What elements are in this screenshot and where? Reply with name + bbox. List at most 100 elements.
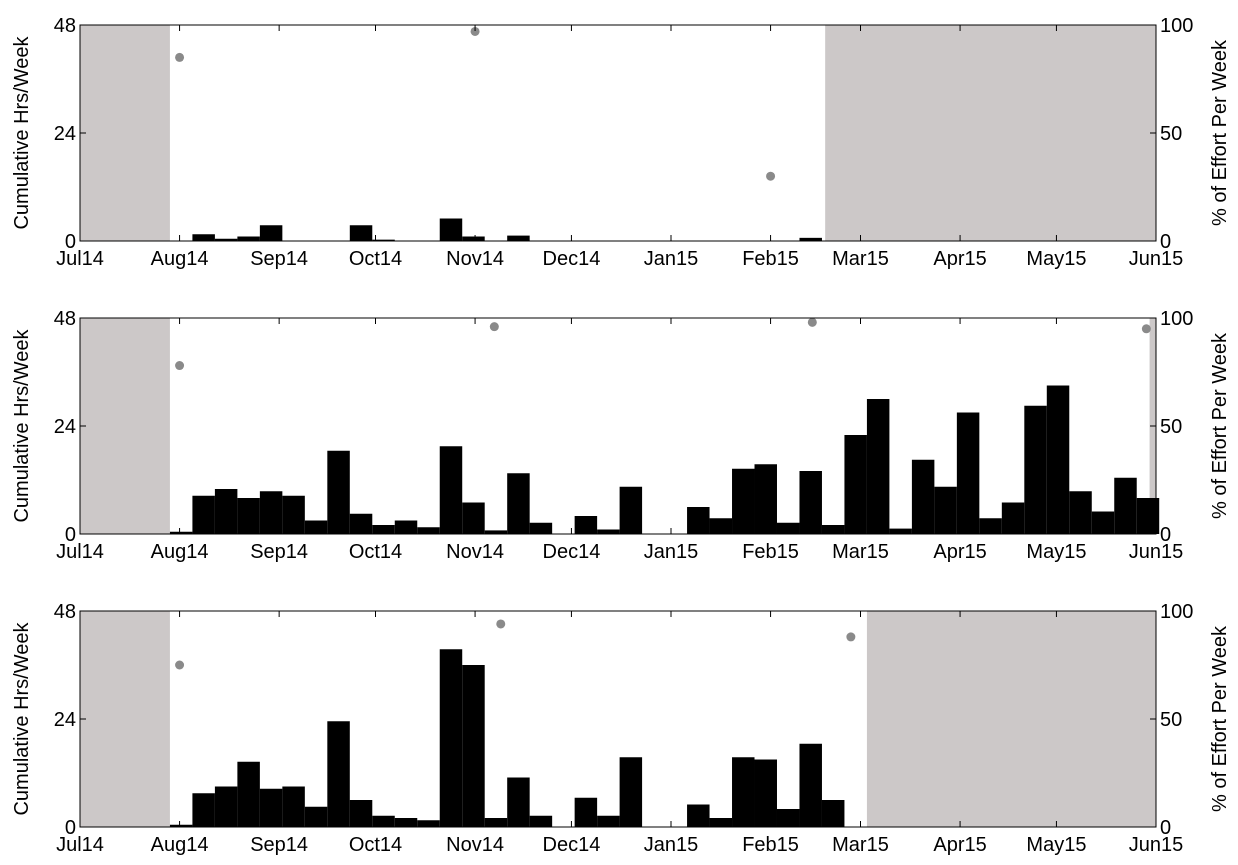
bar	[1024, 405, 1047, 534]
x-tick-label: Aug14	[151, 541, 209, 563]
effort-point	[470, 26, 480, 36]
bar	[462, 236, 485, 241]
bar	[754, 759, 777, 827]
bar	[574, 516, 598, 534]
y-axis-label-left: Cumulative Hrs/Week	[11, 621, 33, 815]
bar	[214, 489, 238, 534]
x-tick-label: Dec14	[543, 834, 601, 856]
bar	[372, 525, 395, 534]
bar	[911, 459, 935, 534]
bar	[934, 486, 957, 534]
x-tick-label: Oct14	[349, 248, 402, 270]
y-tick-label-left: 24	[54, 123, 76, 145]
bar	[529, 522, 553, 534]
bar	[687, 804, 710, 827]
bar	[1091, 511, 1115, 534]
bar	[417, 820, 440, 827]
x-tick-label: Dec14	[543, 248, 601, 270]
bar	[844, 435, 867, 534]
y-tick-label-left: 0	[65, 231, 76, 253]
y-tick-label-right: 100	[1160, 308, 1193, 330]
bar	[462, 502, 485, 534]
bar	[372, 815, 395, 827]
x-tick-label: Mar15	[832, 541, 889, 563]
x-tick-label: Sep14	[250, 541, 308, 563]
effort-point	[175, 361, 185, 371]
x-tick-label: Mar15	[832, 834, 889, 856]
bar	[799, 237, 822, 241]
bar	[417, 527, 440, 534]
no-effort-shade	[80, 25, 170, 241]
bar	[237, 498, 260, 534]
y-tick-label-left: 48	[54, 601, 76, 623]
bar	[372, 239, 395, 241]
x-tick-label: Nov14	[446, 834, 504, 856]
bar	[1136, 498, 1160, 534]
bar	[327, 721, 350, 827]
y-tick-label-right: 50	[1160, 416, 1182, 438]
x-tick-label: Jul14	[56, 834, 104, 856]
bar	[192, 495, 215, 534]
x-tick-label: Feb15	[742, 541, 799, 563]
effort-point	[846, 632, 856, 642]
bar	[192, 793, 215, 827]
x-tick-label: Mar15	[832, 248, 889, 270]
bar	[507, 777, 530, 827]
y-tick-label-right: 50	[1160, 123, 1182, 145]
y-tick-label-right: 100	[1160, 601, 1193, 623]
bar	[327, 450, 350, 534]
bar	[462, 665, 485, 827]
y-tick-label-left: 24	[54, 416, 76, 438]
y-tick-label-left: 0	[65, 817, 76, 839]
bar	[259, 491, 283, 534]
bar	[507, 473, 530, 534]
x-tick-label: Jul14	[56, 248, 104, 270]
bar	[192, 234, 215, 241]
bar	[349, 800, 373, 827]
bar	[687, 507, 710, 534]
effort-point	[175, 660, 185, 670]
x-tick-label: Jun15	[1129, 248, 1184, 270]
bar	[439, 446, 463, 534]
x-tick-label: Aug14	[151, 248, 209, 270]
effort-point	[1141, 324, 1151, 334]
y-tick-label-right: 0	[1160, 817, 1171, 839]
bar	[259, 788, 283, 827]
bar	[574, 797, 598, 827]
bar	[821, 800, 845, 827]
x-tick-label: Jan15	[644, 248, 699, 270]
bar	[754, 464, 777, 534]
y-tick-label-right: 50	[1160, 709, 1182, 731]
x-tick-label: Jul14	[56, 541, 104, 563]
no-effort-shade	[825, 25, 1156, 241]
panel-2: Jul14 Aug14 Sep14 Oct14 Nov14 Dec14 Jan15 Feb15…	[11, 308, 1231, 563]
bar	[304, 806, 328, 827]
bar	[349, 513, 373, 534]
x-tick-label: Oct14	[349, 834, 402, 856]
y-tick-label-right: 0	[1160, 231, 1171, 253]
bar	[1114, 477, 1137, 534]
bar	[394, 520, 418, 534]
y-axis-label-right: % of Effort Per Week	[1209, 625, 1231, 812]
bar	[259, 225, 283, 241]
effort-point	[807, 317, 817, 327]
y-axis-label-left: Cumulative Hrs/Week	[11, 35, 33, 229]
bar	[597, 529, 620, 534]
x-tick-label: Feb15	[742, 834, 799, 856]
x-tick-label: Nov14	[446, 541, 504, 563]
x-tick-label: Apr15	[933, 248, 986, 270]
effort-point	[766, 171, 776, 181]
effort-point	[175, 52, 185, 62]
bar	[439, 218, 463, 241]
x-tick-label: Dec14	[543, 541, 601, 563]
y-tick-label-right: 0	[1160, 524, 1171, 546]
x-tick-label: Jun15	[1129, 541, 1184, 563]
bar	[821, 525, 845, 534]
x-tick-label: May15	[1026, 834, 1086, 856]
no-effort-shade	[80, 318, 170, 534]
bar	[709, 818, 733, 827]
bar	[1001, 502, 1025, 534]
bar	[1046, 385, 1070, 534]
bar	[619, 757, 643, 827]
